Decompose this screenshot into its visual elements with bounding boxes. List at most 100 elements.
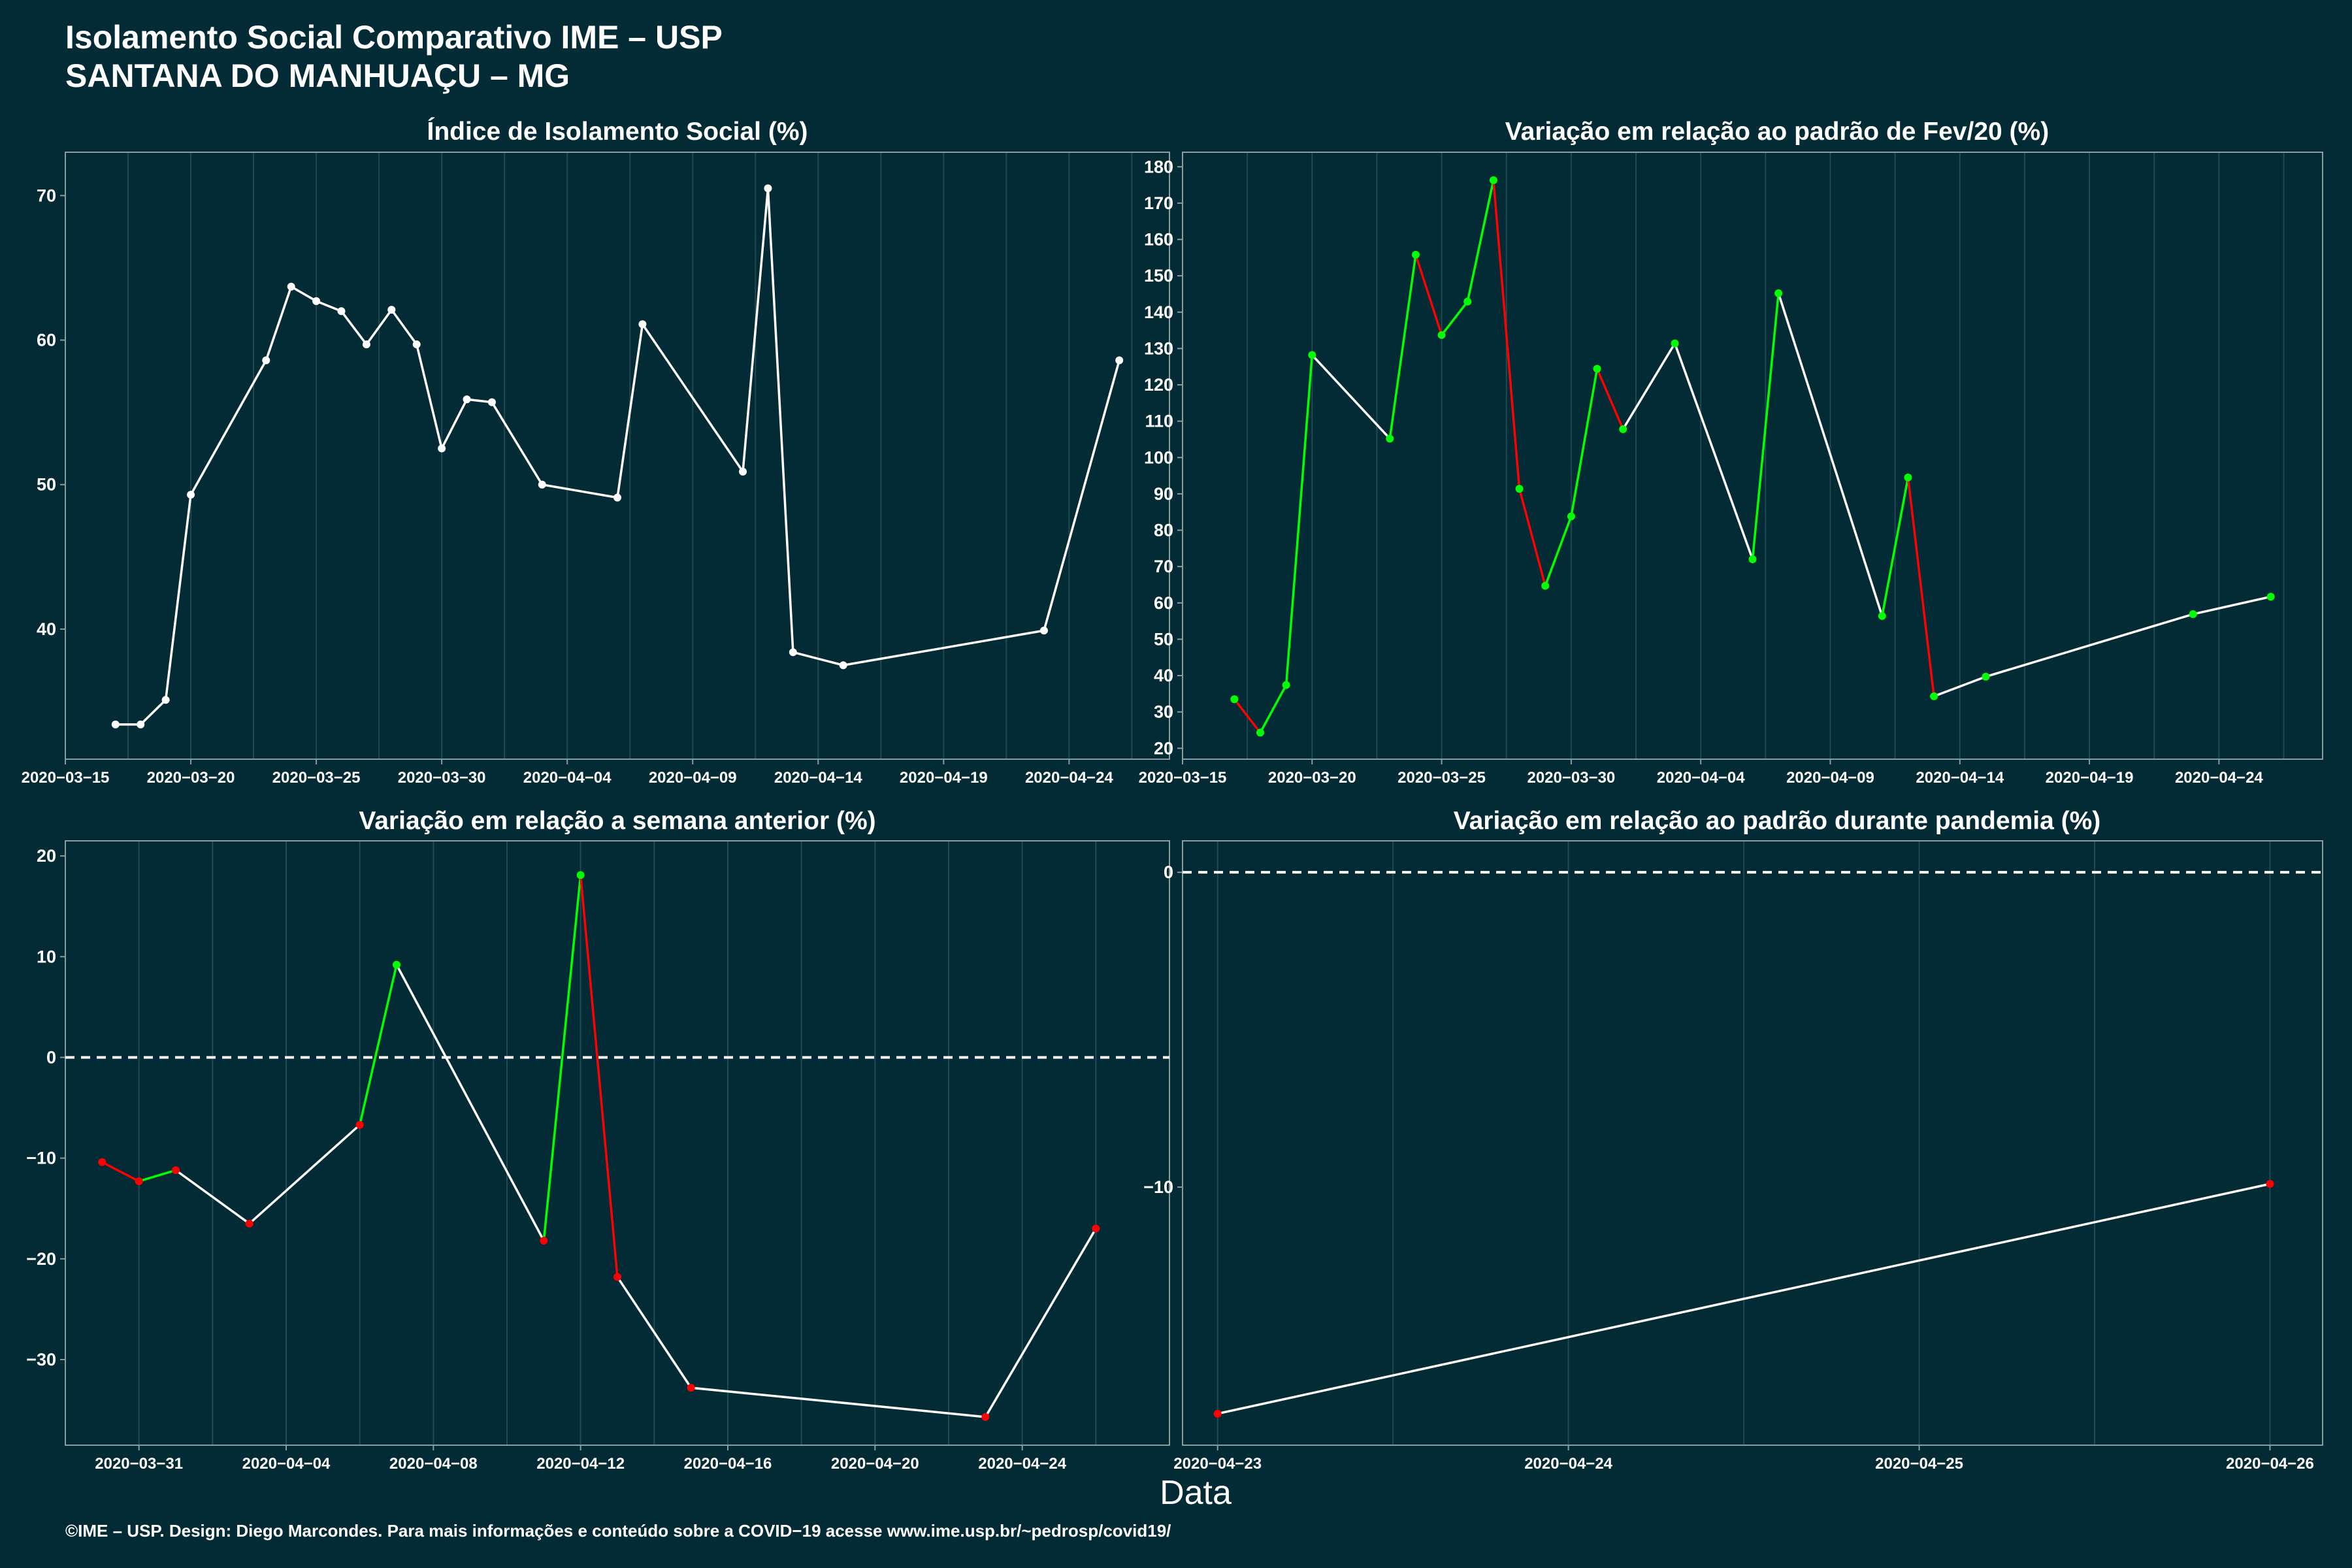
panel-1-point <box>638 320 647 329</box>
panel-2-segment <box>1777 293 1884 617</box>
panel-2-segment <box>1673 343 1754 560</box>
panel-1-segment <box>742 188 770 472</box>
panel-2-point <box>1748 555 1757 564</box>
panel-1-y-tick-label: 70 <box>37 186 56 205</box>
panel-4-y-tick-label: −10 <box>1143 1177 1173 1197</box>
panel-3-x-tick-label: 2020−04−24 <box>978 1455 1066 1473</box>
panel-1-segment <box>290 286 317 302</box>
panel-2-segment <box>1570 368 1599 517</box>
panel-1-point <box>287 282 295 291</box>
panel-1-point <box>362 340 370 349</box>
panel-3-segment <box>984 1228 1097 1418</box>
panel-2-frame <box>1182 152 2323 760</box>
panel-3-point <box>393 960 400 969</box>
panel-2-y-tick-label: 110 <box>1145 412 1173 431</box>
panel-3-segment <box>101 1161 140 1183</box>
x-axis-label: Data <box>1160 1474 1232 1512</box>
panel-2-point <box>1437 331 1446 339</box>
panel-3-segment <box>579 875 619 1277</box>
panel-3-y-tick-label: −10 <box>26 1149 56 1168</box>
panel-2-x-tick-label: 2020−04−24 <box>2175 769 2263 787</box>
panel-3-point <box>613 1273 621 1281</box>
panel-2-segment <box>1441 301 1469 336</box>
panel-4-title: Variação em relação ao padrão durante pa… <box>1453 807 2101 835</box>
panel-3-x-tick-label: 2020−04−16 <box>684 1455 772 1473</box>
panel-3-point <box>245 1219 253 1228</box>
panel-1-segment <box>843 629 1045 666</box>
panel-3-segment <box>691 1386 986 1418</box>
panel-1-point <box>111 720 120 728</box>
panel-2-segment <box>1518 488 1546 587</box>
panel-1-x-tick-label: 2020−03−25 <box>272 769 361 787</box>
panel-1-segment <box>641 323 744 472</box>
panel-2-point <box>1982 672 1990 681</box>
panel-2-segment <box>1985 613 2194 678</box>
panel-1-x-tick-label: 2020−03−20 <box>147 769 235 787</box>
panel-4-point <box>2266 1180 2274 1188</box>
panel-1-point <box>137 720 145 728</box>
panel-3-x-tick-label: 2020−03−31 <box>95 1455 183 1473</box>
panel-2-point <box>1463 297 1472 306</box>
panel-2-point <box>1386 434 1394 443</box>
panel-3-point <box>172 1166 180 1175</box>
panel-1-point <box>839 661 847 670</box>
panel-3-frame <box>65 840 1170 1446</box>
panel-1-point <box>1039 627 1048 635</box>
panel-3-point <box>135 1177 143 1186</box>
panel-2-point <box>1308 351 1316 359</box>
panel-2-y-tick-label: 170 <box>1144 193 1173 213</box>
panel-1-x-tick-label: 2020−03−30 <box>398 769 486 787</box>
panel-3-y-tick-label: 0 <box>46 1047 56 1067</box>
panel-2-segment <box>1284 355 1314 685</box>
panel-2-point <box>1282 681 1290 689</box>
panel-3-x-tick-label: 2020−04−20 <box>831 1455 919 1473</box>
panel-2-y-tick-label: 130 <box>1144 338 1173 358</box>
panel-2-y-tick-label: 40 <box>1154 666 1173 685</box>
panel-3-segment <box>174 1169 250 1225</box>
panel-3-x-tick-label: 2020−04−04 <box>242 1455 331 1473</box>
panel-3-point <box>355 1120 364 1129</box>
panel-4-segment <box>1217 1183 2270 1415</box>
panel-1-y-tick-label: 40 <box>37 619 56 639</box>
panel-2-x-tick-label: 2020−04−04 <box>1657 769 1745 787</box>
panel-2-x-tick-label: 2020−03−15 <box>1139 769 1227 787</box>
panel-2-segment <box>1906 477 1935 696</box>
panel-4-point <box>1213 1409 1222 1418</box>
panel-2-point <box>1878 612 1886 620</box>
panel-1-point <box>613 493 621 502</box>
panel-1-segment <box>365 309 393 346</box>
page-title: Isolamento Social Comparativo IME – USP <box>65 19 723 56</box>
panel-1-segment <box>792 651 844 666</box>
panel-2-y-tick-label: 90 <box>1154 484 1173 504</box>
panel-2-point <box>1930 692 1938 700</box>
panel-2-point <box>1904 473 1912 482</box>
panel-1-segment <box>616 323 644 498</box>
panel-1-point <box>764 184 772 193</box>
panel-2-segment <box>1233 698 1262 734</box>
panel-2-segment <box>1933 676 1987 698</box>
panel-3-point <box>540 1237 548 1245</box>
panel-3-segment <box>248 1124 361 1225</box>
panel-1-point <box>312 297 321 305</box>
panel-2-segment <box>1414 254 1443 336</box>
panel-2-segment <box>1311 354 1391 440</box>
panel-1-x-tick-label: 2020−04−19 <box>900 769 988 787</box>
panel-2-x-tick-label: 2020−04−19 <box>2046 769 2134 787</box>
panel-3-point <box>576 871 585 879</box>
panel-2-y-tick-label: 120 <box>1144 375 1173 395</box>
panel-4-x-tick-label: 2020−04−23 <box>1173 1455 1262 1473</box>
panel-2-segment <box>1881 477 1910 617</box>
panel-2-y-tick-label: 150 <box>1144 266 1173 286</box>
panel-1-x-tick-label: 2020−04−04 <box>523 769 612 787</box>
panel-1-point <box>487 398 496 406</box>
panel-3-point <box>981 1413 990 1421</box>
panel-4-frame <box>1182 840 2323 1446</box>
panel-2-point <box>1256 728 1264 737</box>
panel-1-segment <box>265 286 293 361</box>
panel-2-y-tick-label: 100 <box>1144 448 1173 467</box>
panel-3-segment <box>542 875 582 1241</box>
panel-2-segment <box>1751 293 1780 560</box>
panel-1-segment <box>189 359 267 496</box>
panel-1-point <box>412 340 421 349</box>
panel-2-x-tick-label: 2020−03−25 <box>1397 769 1486 787</box>
